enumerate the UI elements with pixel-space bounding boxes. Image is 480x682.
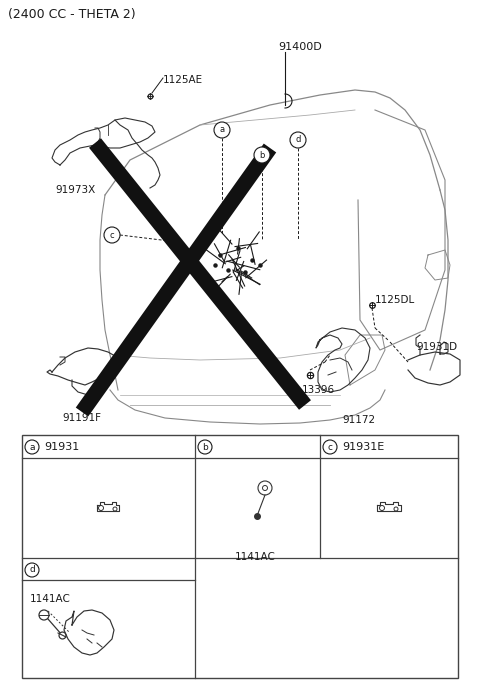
Text: c: c — [110, 231, 114, 239]
Text: d: d — [295, 136, 300, 145]
Circle shape — [254, 147, 270, 163]
Text: 1141AC: 1141AC — [235, 552, 276, 562]
Text: 1141AC: 1141AC — [30, 594, 71, 604]
Circle shape — [214, 122, 230, 138]
Text: 1125DL: 1125DL — [375, 295, 415, 305]
Text: 91973X: 91973X — [55, 185, 95, 195]
Text: d: d — [29, 565, 35, 574]
Circle shape — [323, 440, 337, 454]
Text: 13396: 13396 — [302, 385, 335, 395]
Text: 91191F: 91191F — [62, 413, 101, 423]
Text: 91400D: 91400D — [278, 42, 322, 52]
Text: 1125AE: 1125AE — [163, 75, 203, 85]
Circle shape — [104, 227, 120, 243]
Circle shape — [25, 440, 39, 454]
Text: a: a — [219, 125, 225, 134]
Text: a: a — [29, 443, 35, 451]
Circle shape — [25, 563, 39, 577]
Text: b: b — [202, 443, 208, 451]
Text: b: b — [259, 151, 264, 160]
Text: 91931E: 91931E — [342, 442, 384, 452]
Circle shape — [198, 440, 212, 454]
Bar — [22, 435, 458, 678]
Text: 91931: 91931 — [44, 442, 79, 452]
Text: 91172: 91172 — [342, 415, 375, 425]
Circle shape — [290, 132, 306, 148]
Text: (2400 CC - THETA 2): (2400 CC - THETA 2) — [8, 8, 136, 21]
Text: 91931D: 91931D — [416, 342, 457, 352]
Text: c: c — [327, 443, 333, 451]
